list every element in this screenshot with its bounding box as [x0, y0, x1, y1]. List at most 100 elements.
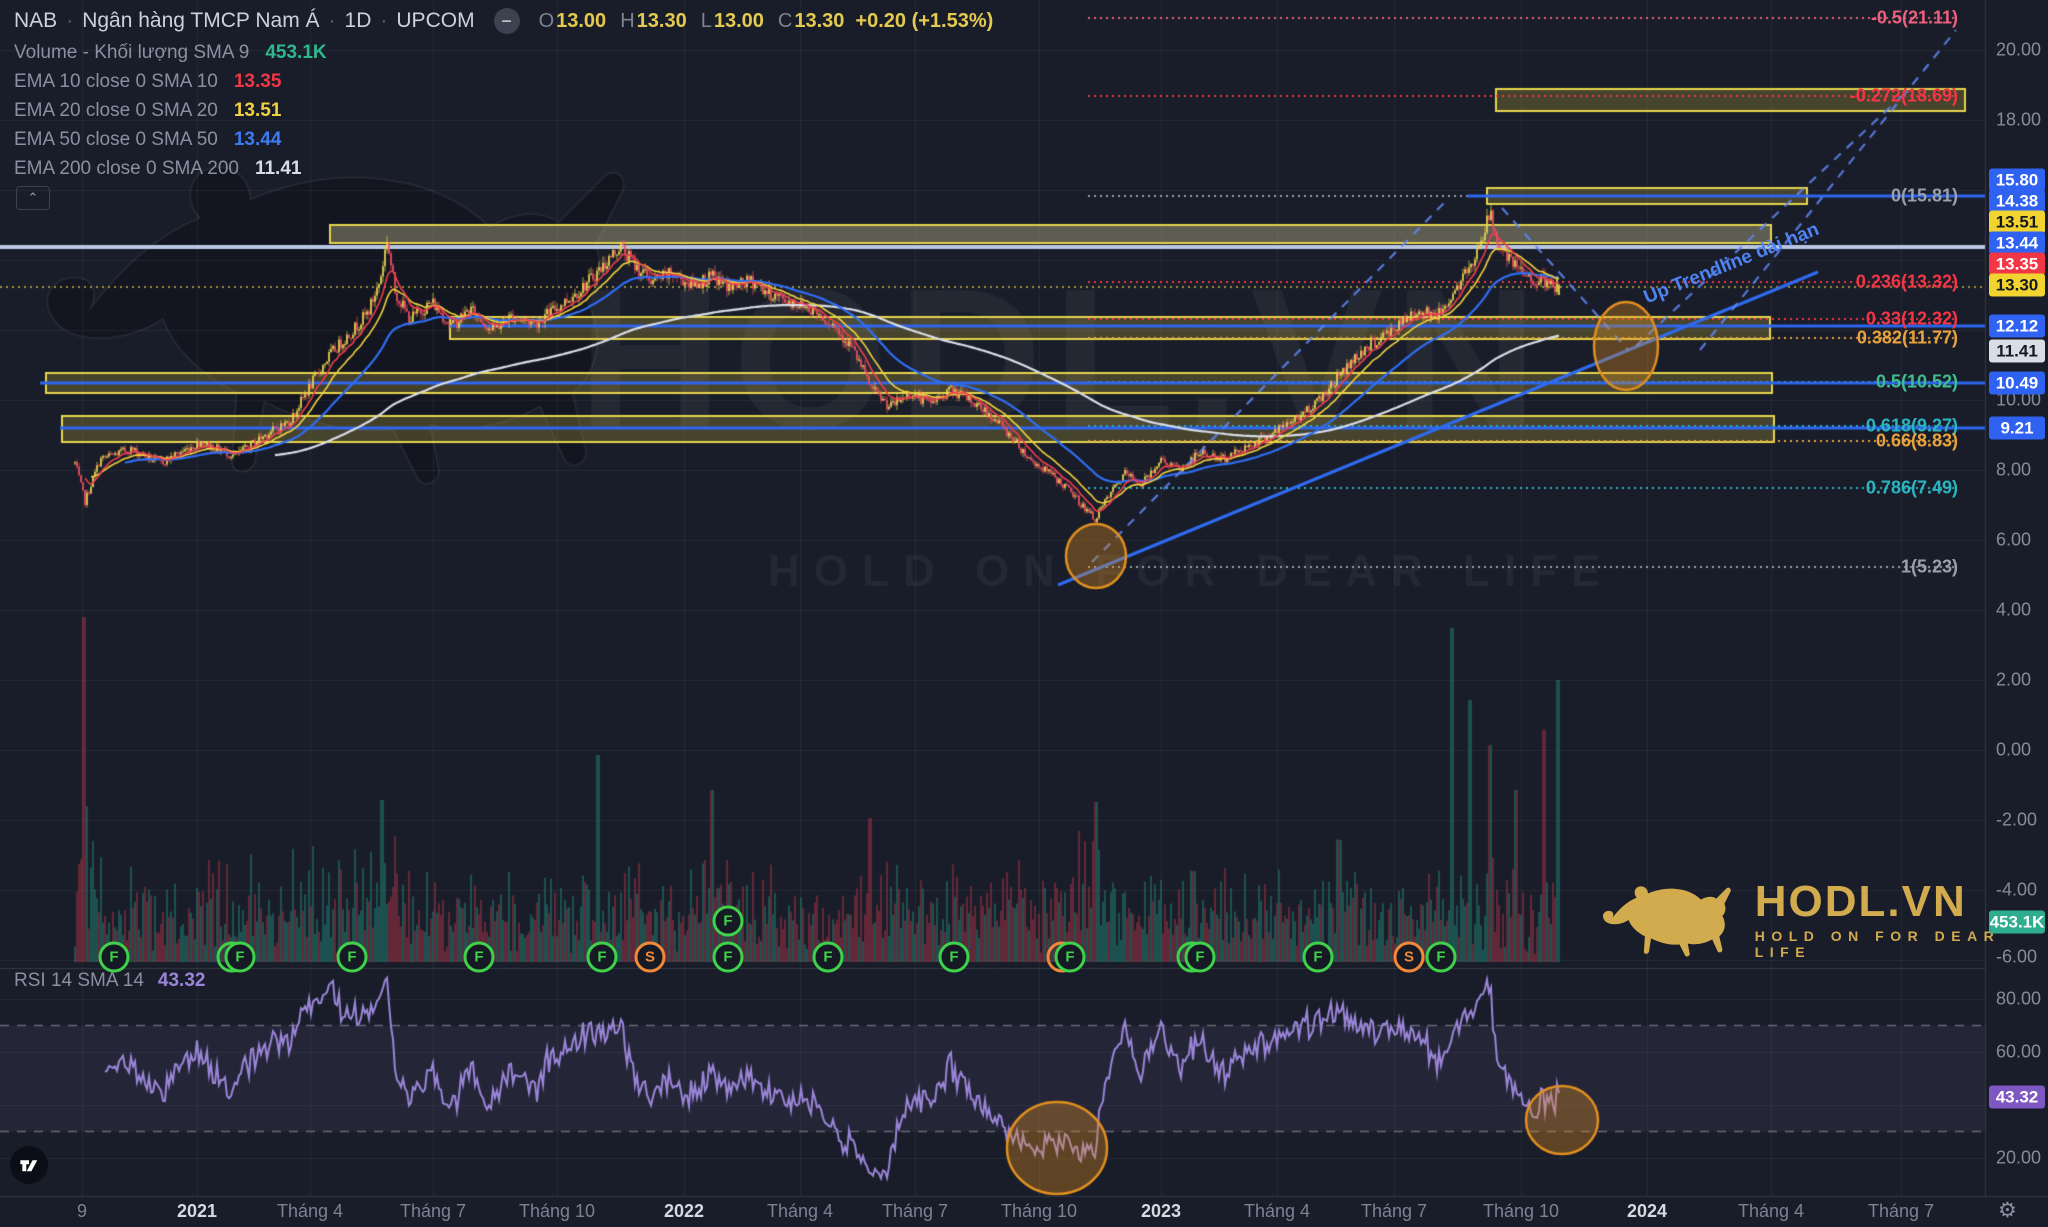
dividend-marker[interactable]: F [463, 941, 495, 973]
fib-label: 0.5(10.52) [1875, 371, 1958, 392]
split-marker[interactable]: S [1393, 941, 1425, 973]
ohlc-key: L [700, 9, 712, 32]
bull-icon [1602, 886, 1731, 957]
axis-tick: 8.00 [1996, 459, 2032, 480]
brand-tagline: HOLD ON FOR DEAR LIFE [1754, 928, 2001, 960]
rsi-value: 43.32 [157, 970, 206, 991]
legend-value: 13.35 [233, 70, 282, 92]
fib-label: 1(5.23) [1900, 556, 1958, 577]
time-label: Tháng 10 [1482, 1201, 1560, 1221]
legend-value: 11.41 [254, 157, 302, 179]
time-label: Tháng 4 [766, 1201, 834, 1221]
fib-label: 0.618(9.27) [1865, 415, 1958, 436]
indicator-legend: Volume - Khối lượng SMA 9 453.1K EMA 10 cl… [14, 38, 327, 183]
ohlc-values: O 13.00 H 13.30 L 13.00 C 13.30 [539, 10, 845, 33]
brand-title: HODL.VN [1754, 877, 1967, 926]
rsi-legend: RSI 14 SMA 14 43.32 [14, 970, 205, 992]
separator: · [66, 9, 74, 32]
legend-value: 13.44 [233, 128, 282, 150]
dividend-marker[interactable]: F [938, 941, 970, 973]
dividend-marker[interactable]: F [98, 941, 130, 973]
time-label: 2023 [1140, 1201, 1182, 1221]
time-label: Tháng 4 [1737, 1201, 1805, 1221]
fib-label: 0.66(8.83) [1875, 430, 1958, 451]
price-change: +0.20 (+1.53%) [855, 9, 994, 32]
symbol-name[interactable]: NAB [14, 9, 58, 32]
ohlc-item: H 13.30 [620, 10, 687, 33]
fib-label: 0.236(13.32) [1855, 271, 1958, 292]
axis-tick: 4.00 [1996, 599, 2032, 620]
axis-tick: 18.00 [1996, 109, 2042, 130]
dividend-marker[interactable]: F [712, 905, 744, 937]
price-badge: 15.80 [1989, 168, 2045, 192]
dividend-marker[interactable]: F [1425, 941, 1457, 973]
axis-tick: 2.00 [1996, 669, 2032, 690]
time-label: 2021 [176, 1201, 218, 1221]
axis-tick: 20.00 [1996, 1147, 2042, 1168]
axis-tick: 80.00 [1996, 988, 2042, 1009]
axis-tick: 20.00 [1996, 39, 2042, 60]
time-label: Tháng 7 [399, 1201, 467, 1221]
dividend-marker[interactable]: F [1302, 941, 1334, 973]
price-badge: 12.12 [1989, 314, 2045, 338]
brand-logo: HODL.VN HOLD ON FOR DEAR LIFE [1598, 874, 2048, 966]
time-label: Tháng 7 [881, 1201, 949, 1221]
fib-label: 0.382(11.77) [1856, 327, 1958, 348]
legend-row[interactable]: EMA 200 close 0 SMA 200 11.41 [14, 154, 327, 183]
legend-value: 453.1K [265, 41, 327, 63]
fib-label: -0.5(21.11) [1870, 7, 1958, 28]
time-label: Tháng 7 [1360, 1201, 1428, 1221]
legend-row[interactable]: EMA 10 close 0 SMA 10 13.35 [14, 67, 327, 96]
price-badge: 13.35 [1989, 252, 2045, 276]
dividend-marker[interactable]: F [712, 941, 744, 973]
legend-label: EMA 20 close 0 SMA 20 [14, 99, 218, 121]
symbol-header: NAB · Ngân hàng TMCP Nam Á · 1D · UPCOM … [14, 8, 993, 34]
tradingview-logo-icon[interactable] [10, 1146, 48, 1184]
time-label: Tháng 4 [1243, 1201, 1311, 1221]
ohlc-value: 13.00 [713, 9, 764, 32]
ohlc-key: C [777, 9, 793, 32]
gear-icon[interactable]: ⚙ [1998, 1199, 2017, 1222]
separator: · [328, 9, 336, 32]
collapse-source-icon[interactable]: − [493, 8, 520, 34]
axis-tick: -6.00 [1996, 946, 2038, 967]
time-label: 9 [76, 1201, 88, 1221]
split-marker[interactable]: S [634, 941, 666, 973]
dividend-marker[interactable]: F [336, 941, 368, 973]
legend-row[interactable]: Volume - Khối lượng SMA 9 453.1K [14, 38, 327, 67]
dividend-marker[interactable]: F [224, 941, 256, 973]
time-label: Tháng 10 [518, 1201, 596, 1221]
rsi-label: RSI 14 SMA 14 [14, 970, 144, 991]
price-badge: 9.21 [1989, 416, 2045, 440]
price-badge: 13.44 [1989, 231, 2045, 255]
axis-tick: -2.00 [1996, 809, 2038, 830]
ohlc-key: O [538, 9, 555, 32]
axis-tick: 60.00 [1996, 1041, 2042, 1062]
axis-tick: 6.00 [1996, 529, 2032, 550]
ohlc-item: L 13.00 [701, 10, 764, 33]
price-badge: 453.1K [1989, 910, 2045, 934]
chevron-up-icon[interactable]: ⌃ [16, 186, 50, 210]
company-name: Ngân hàng TMCP Nam Á [82, 9, 320, 32]
dividend-marker[interactable]: F [1184, 941, 1216, 973]
time-label: Tháng 10 [1000, 1201, 1078, 1221]
price-badge: 13.30 [1989, 273, 2045, 297]
time-label: Tháng 4 [276, 1201, 344, 1221]
dividend-marker[interactable]: F [586, 941, 618, 973]
legend-row[interactable]: EMA 20 close 0 SMA 20 13.51 [14, 96, 327, 125]
ohlc-key: H [620, 9, 635, 32]
legend-label: Volume - Khối lượng SMA 9 [14, 41, 250, 63]
fib-label: 0.33(12.32) [1865, 308, 1958, 329]
legend-label: EMA 10 close 0 SMA 10 [14, 70, 218, 92]
legend-row[interactable]: EMA 50 close 0 SMA 50 13.44 [14, 125, 327, 154]
separator: · [380, 9, 388, 32]
time-label: 2022 [663, 1201, 705, 1221]
ohlc-value: 13.30 [636, 9, 687, 32]
exchange: UPCOM [396, 9, 475, 32]
dividend-marker[interactable]: F [812, 941, 844, 973]
legend-label: EMA 200 close 0 SMA 200 [14, 157, 239, 179]
dividend-marker[interactable]: F [1054, 941, 1086, 973]
interval[interactable]: 1D [344, 9, 372, 32]
